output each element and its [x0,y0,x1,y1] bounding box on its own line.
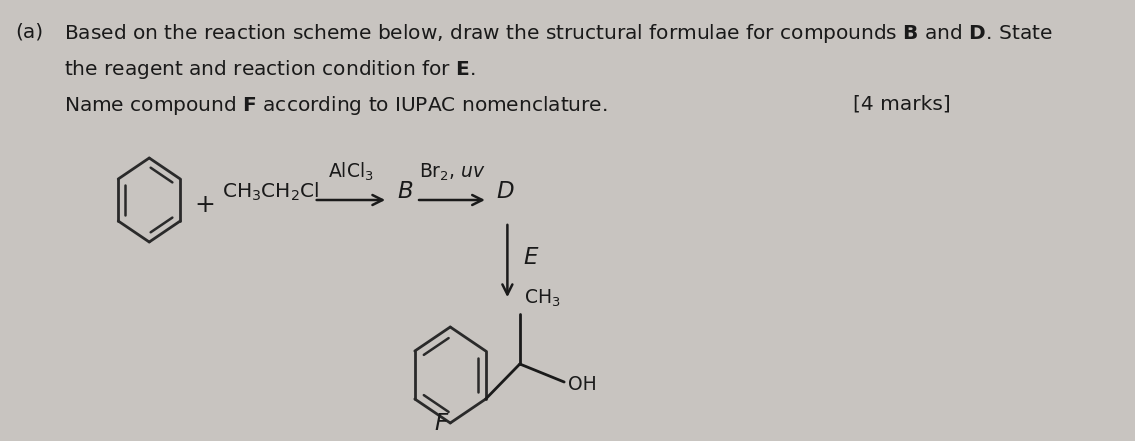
Text: $F$: $F$ [434,413,449,435]
Text: the reagent and reaction condition for $\mathbf{E}$.: the reagent and reaction condition for $… [64,58,476,81]
Text: CH$_3$: CH$_3$ [524,288,561,309]
Text: (a): (a) [16,22,43,41]
Text: OH: OH [568,374,596,393]
Text: Name compound $\mathbf{F}$ according to IUPAC nomenclature.: Name compound $\mathbf{F}$ according to … [64,94,607,117]
Text: CH$_3$CH$_2$Cl: CH$_3$CH$_2$Cl [221,181,319,203]
Text: Based on the reaction scheme below, draw the structural formulae for compounds $: Based on the reaction scheme below, draw… [64,22,1052,45]
Text: +: + [194,193,216,217]
Text: Br$_2$, $uv$: Br$_2$, $uv$ [419,161,486,183]
Text: $B$: $B$ [396,181,413,203]
Text: $E$: $E$ [523,247,539,269]
Text: $D$: $D$ [496,181,515,203]
Text: [4 marks]: [4 marks] [854,94,951,113]
Text: AlCl$_3$: AlCl$_3$ [328,161,373,183]
